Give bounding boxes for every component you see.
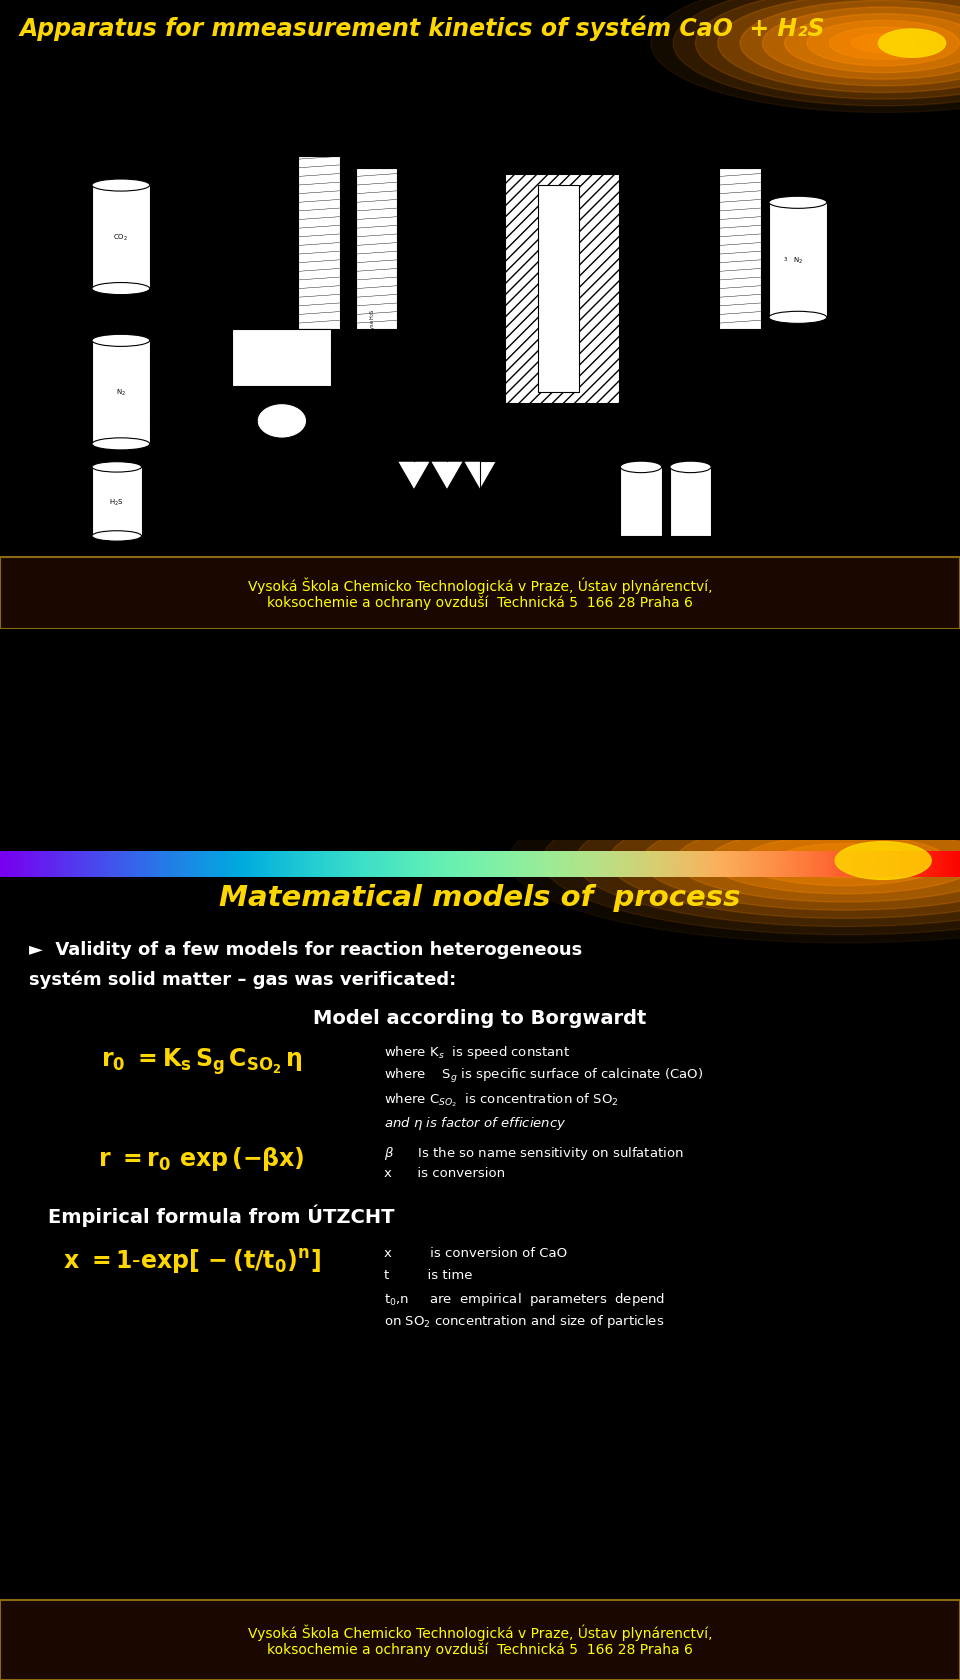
Polygon shape — [464, 462, 496, 491]
Text: krobyse h$_2$: krobyse h$_2$ — [376, 363, 385, 390]
Ellipse shape — [509, 780, 960, 944]
Ellipse shape — [92, 284, 150, 296]
Ellipse shape — [742, 837, 948, 885]
Ellipse shape — [807, 22, 959, 67]
Bar — [505, 175, 620, 405]
Ellipse shape — [620, 462, 661, 474]
Text: Vysoká Škola Chemicko Technologická v Praze, Ústav plynárenctví,
koksochemie a o: Vysoká Škola Chemicko Technologická v Pr… — [248, 576, 712, 610]
Text: 3: 3 — [783, 257, 787, 262]
Ellipse shape — [835, 842, 931, 880]
Ellipse shape — [762, 8, 960, 81]
Circle shape — [257, 405, 306, 438]
Bar — [769, 203, 827, 318]
Bar — [670, 467, 711, 536]
Ellipse shape — [92, 462, 141, 472]
Ellipse shape — [784, 15, 960, 74]
Ellipse shape — [708, 828, 960, 894]
Ellipse shape — [695, 0, 960, 101]
Text: where K$_s$  is speed constant: where K$_s$ is speed constant — [384, 1043, 570, 1060]
Text: N$_2$: N$_2$ — [116, 388, 126, 398]
Text: Apparatus for mmeasurement kinetics of systém CaO  + H₂S: Apparatus for mmeasurement kinetics of s… — [19, 15, 825, 42]
Text: on SO$_2$ concentration and size of particles: on SO$_2$ concentration and size of part… — [384, 1312, 664, 1329]
Text: Model according to Borgwardt: Model according to Borgwardt — [313, 1008, 647, 1026]
Text: r$_{\mathbf{0}}$ $\mathbf{= K_s\, S_g\, C_{SO_2}\, \eta}$: r$_{\mathbf{0}}$ $\mathbf{= K_s\, S_g\, … — [101, 1045, 302, 1077]
Text: t         is time: t is time — [384, 1268, 472, 1282]
Ellipse shape — [769, 312, 827, 324]
Bar — [299, 158, 340, 329]
Ellipse shape — [92, 438, 150, 450]
Text: r $\mathbf{= r_0}$ $\mathbf{exp\, (-\beta x)}$: r $\mathbf{= r_0}$ $\mathbf{exp\, (-\bet… — [98, 1144, 305, 1173]
Text: x $\mathbf{= 1\text{-}exp[\,-(t/t_0)^n]}$: x $\mathbf{= 1\text{-}exp[\,-(t/t_0)^n]}… — [63, 1247, 321, 1275]
Bar — [232, 329, 331, 386]
Ellipse shape — [651, 0, 960, 114]
FancyBboxPatch shape — [0, 558, 960, 630]
Bar — [92, 186, 150, 289]
Text: ►  Validity of a few models for reaction heterogeneous: ► Validity of a few models for reaction … — [29, 941, 582, 959]
Ellipse shape — [609, 803, 960, 919]
Text: x      is conversion: x is conversion — [384, 1166, 505, 1179]
Ellipse shape — [673, 0, 960, 108]
FancyBboxPatch shape — [0, 1599, 960, 1680]
Text: and $\eta$ is factor of efficiency: and $\eta$ is factor of efficiency — [384, 1114, 566, 1131]
Text: Pt-PtRh: Pt-PtRh — [528, 106, 548, 111]
Polygon shape — [397, 462, 430, 491]
Ellipse shape — [829, 29, 937, 60]
Bar — [92, 341, 150, 445]
Bar — [719, 168, 760, 329]
Text: t$_0$,n     are  empirical  parameters  depend: t$_0$,n are empirical parameters depend — [384, 1290, 665, 1307]
Text: $\beta$      Is the so name sensitivity on sulfatation: $\beta$ Is the so name sensitivity on su… — [384, 1144, 684, 1161]
Polygon shape — [430, 462, 464, 491]
Bar — [538, 186, 579, 393]
Bar — [620, 467, 661, 536]
Text: 1: 1 — [429, 366, 432, 371]
Text: odvod: odvod — [667, 418, 672, 433]
Ellipse shape — [642, 811, 960, 911]
Text: systém solid matter – gas was verificated:: systém solid matter – gas was verificate… — [29, 971, 456, 990]
Text: where    S$_g$ is specific surface of calcinate (CaO): where S$_g$ is specific surface of calci… — [384, 1067, 703, 1085]
Ellipse shape — [542, 786, 960, 936]
Text: Matematical models of  process: Matematical models of process — [219, 884, 741, 912]
Text: N$_2$: N$_2$ — [793, 255, 803, 265]
Bar — [92, 467, 141, 536]
Ellipse shape — [92, 531, 141, 541]
Text: 4: 4 — [783, 497, 787, 502]
Ellipse shape — [808, 852, 881, 870]
Ellipse shape — [776, 843, 914, 879]
Ellipse shape — [92, 180, 150, 192]
Ellipse shape — [670, 462, 711, 474]
Ellipse shape — [92, 334, 150, 348]
Text: CO$_2$: CO$_2$ — [113, 232, 129, 244]
Text: 2: 2 — [503, 326, 507, 331]
Text: Vysoká Škola Chemicko Technologická v Praze, Ústav plynárenctví,
koksochemie a o: Vysoká Škola Chemicko Technologická v Pr… — [248, 1623, 712, 1656]
Ellipse shape — [769, 197, 827, 210]
Ellipse shape — [575, 795, 960, 927]
Ellipse shape — [878, 30, 946, 59]
Text: k analyse H$_2$S: k analyse H$_2$S — [369, 309, 377, 344]
Text: x         is conversion of CaO: x is conversion of CaO — [384, 1247, 567, 1260]
Text: H$_2$S: H$_2$S — [109, 497, 124, 507]
Text: Empirical formula from ÚTZCHT: Empirical formula from ÚTZCHT — [48, 1203, 395, 1226]
Ellipse shape — [852, 35, 915, 54]
Ellipse shape — [718, 0, 960, 94]
Ellipse shape — [676, 820, 960, 902]
Text: where C$_{SO_2}$  is concentration of SO$_2$: where C$_{SO_2}$ is concentration of SO$… — [384, 1090, 618, 1107]
Bar — [356, 168, 397, 329]
Ellipse shape — [740, 2, 960, 87]
